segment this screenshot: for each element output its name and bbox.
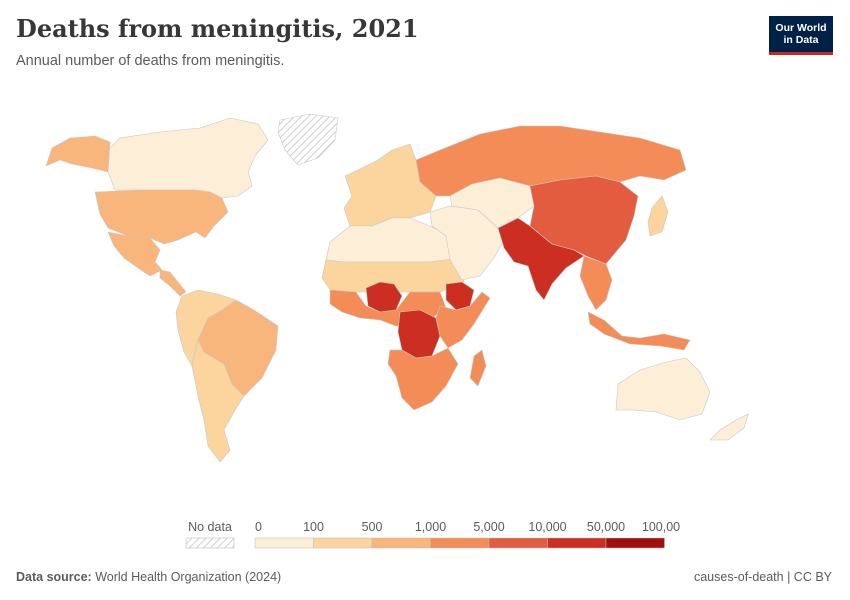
region-europe[interactable] [343, 143, 437, 227]
region-madagascar[interactable] [469, 349, 487, 387]
legend-swatch-5 [547, 537, 607, 549]
region-alaska[interactable] [45, 135, 111, 173]
legend-swatch-2 [371, 537, 431, 549]
region-southern-africa[interactable] [387, 347, 459, 411]
region-central-asia[interactable] [449, 177, 535, 229]
data-source-label: Data source: [16, 570, 92, 584]
legend-tick-4: 5,000 [473, 520, 504, 534]
legend-tick-2: 500 [362, 520, 383, 534]
region-mexico[interactable] [107, 231, 163, 277]
legend-no-data-swatch [185, 537, 235, 549]
region-japan[interactable] [647, 195, 669, 237]
region-south-america-south[interactable] [191, 339, 245, 463]
region-central-america[interactable] [159, 269, 187, 297]
region-east-africa[interactable] [435, 291, 491, 349]
region-southeast-asia[interactable] [579, 255, 613, 311]
legend-tick-3: 1,000 [415, 520, 446, 534]
region-indonesia[interactable] [587, 311, 691, 351]
chart-title: Deaths from meningitis, 2021 [16, 14, 419, 43]
data-source-text: World Health Organization (2024) [95, 570, 282, 584]
legend-swatch-6 [605, 537, 665, 549]
legend-swatch-4 [488, 537, 548, 549]
legend-tick-last: 100,000 [642, 520, 680, 534]
logo-line-1: Our World [775, 22, 827, 34]
map-legend: No data 0 100 500 1,000 5,000 10,000 50,000 100… [185, 520, 680, 549]
legend-tick-0: 0 [255, 520, 262, 534]
region-canada[interactable] [107, 117, 269, 199]
region-nigeria[interactable] [365, 281, 403, 313]
region-australia[interactable] [615, 357, 711, 421]
region-usa[interactable] [94, 189, 229, 245]
data-source: Data source: World Health Organization (… [16, 570, 281, 584]
legend-no-data-label: No data [188, 520, 232, 534]
legend-swatch-3 [430, 537, 490, 549]
world-map[interactable] [0, 100, 850, 500]
legend-tick-6: 50,000 [587, 520, 625, 534]
legend-tick-5: 10,000 [528, 520, 566, 534]
chart-subtitle: Annual number of deaths from meningitis. [16, 53, 285, 69]
region-china[interactable] [529, 175, 639, 265]
logo-line-2: in Data [783, 34, 819, 46]
legend-bins: 0 100 500 1,000 5,000 10,000 50,000 100,000 [254, 520, 680, 549]
region-dr-congo[interactable] [397, 309, 441, 359]
license-text[interactable]: causes-of-death | CC BY [693, 570, 832, 584]
legend-swatch-0 [254, 537, 314, 549]
legend-swatch-1 [313, 537, 373, 549]
region-greenland[interactable] [277, 113, 339, 166]
region-new-zealand[interactable] [709, 413, 749, 441]
legend-tick-1: 100 [303, 520, 324, 534]
owid-logo[interactable]: Our World in Data [769, 16, 833, 55]
